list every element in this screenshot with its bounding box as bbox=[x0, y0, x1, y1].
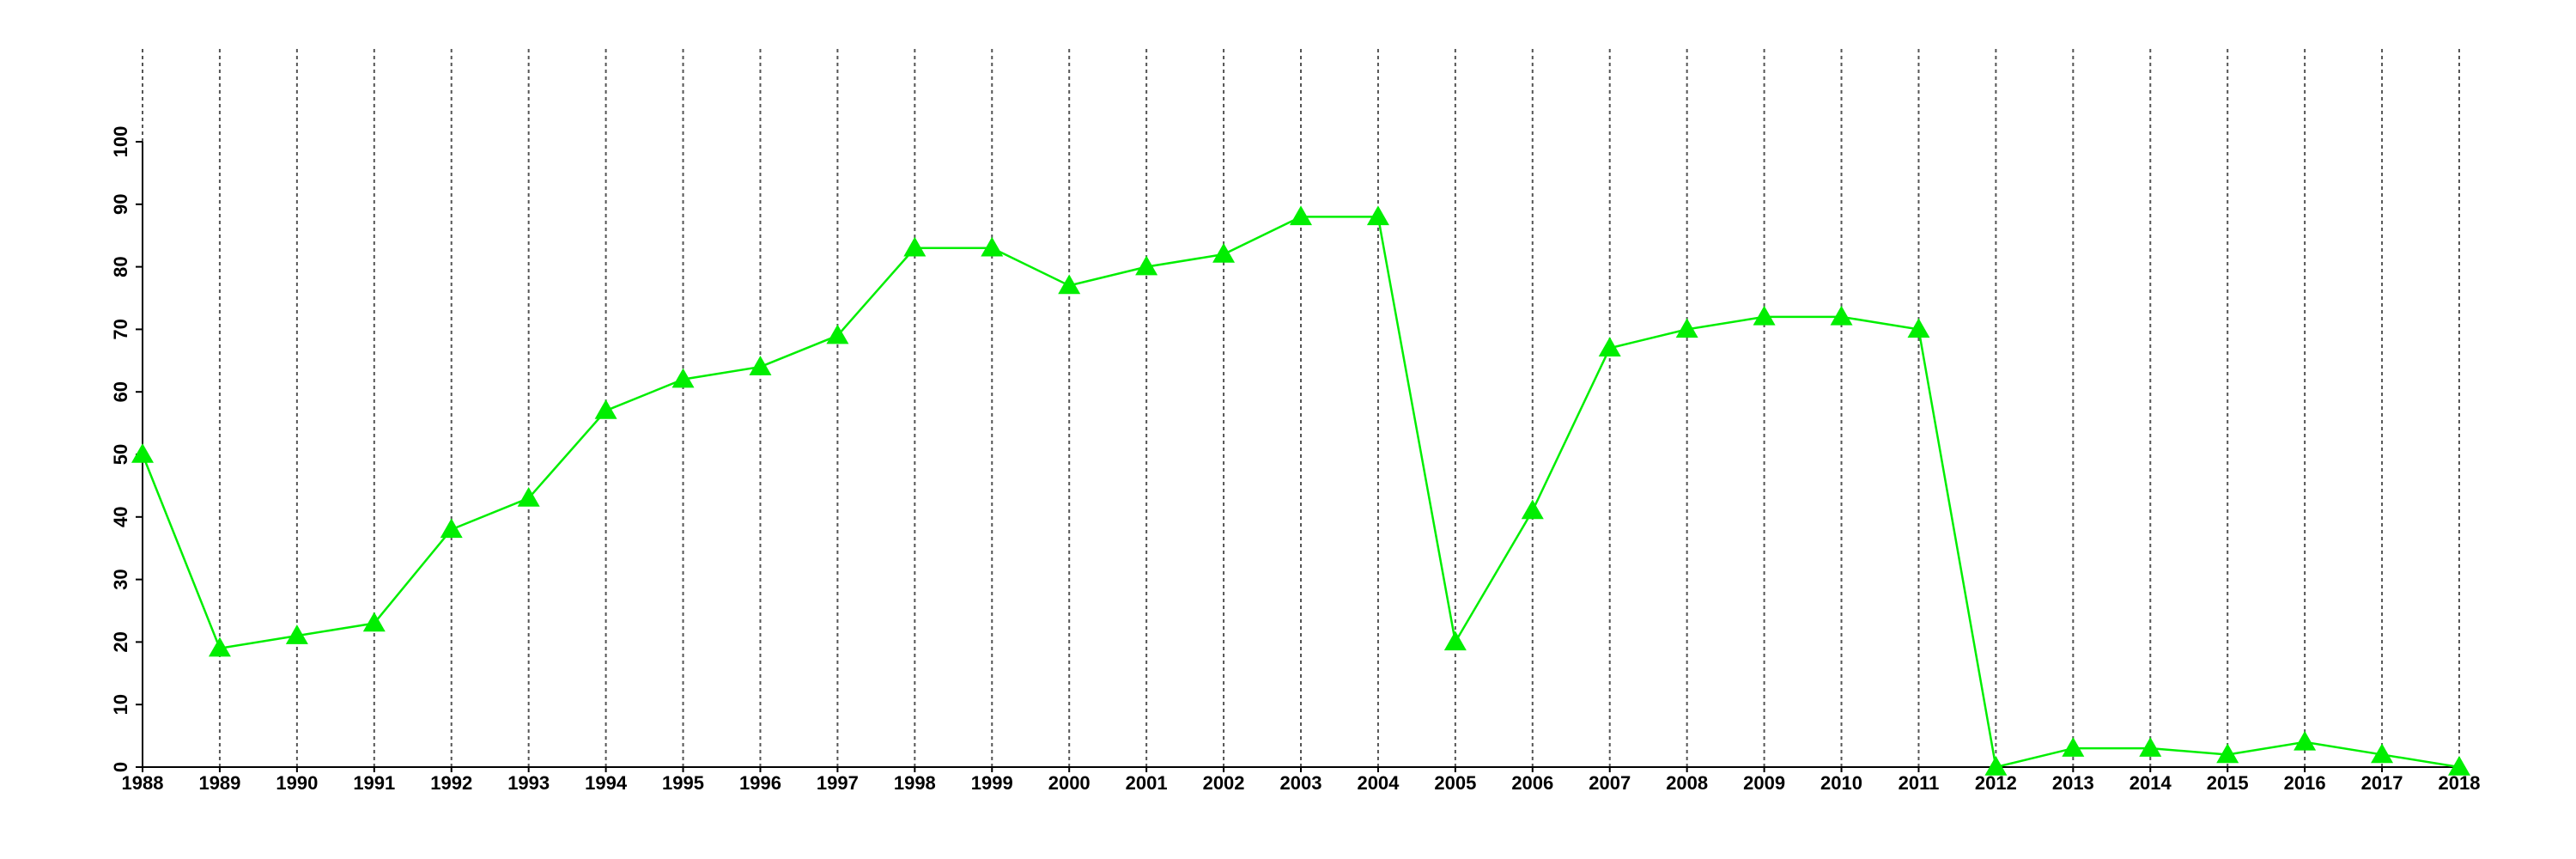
marker bbox=[131, 443, 154, 463]
marker bbox=[594, 399, 617, 419]
marker bbox=[1598, 337, 1621, 356]
x-tick-label: 2005 bbox=[1434, 772, 1476, 794]
x-tick-label: 2015 bbox=[2207, 772, 2249, 794]
marker bbox=[2139, 737, 2162, 757]
x-tick-label: 1989 bbox=[198, 772, 240, 794]
marker bbox=[2371, 743, 2394, 764]
x-tick-label: 2000 bbox=[1048, 772, 1091, 794]
x-tick-label: 2010 bbox=[1820, 772, 1862, 794]
marker bbox=[2216, 743, 2239, 764]
x-tick-label: 1994 bbox=[585, 772, 628, 794]
x-tick-label: 2011 bbox=[1899, 772, 1940, 794]
marker bbox=[981, 236, 1004, 257]
x-tick-label: 2013 bbox=[2052, 772, 2094, 794]
marker bbox=[285, 624, 308, 644]
marker bbox=[1366, 205, 1389, 226]
marker bbox=[362, 612, 386, 632]
y-tick-label: 20 bbox=[110, 631, 131, 652]
x-tick-label: 2009 bbox=[1743, 772, 1785, 794]
y-tick-label: 80 bbox=[110, 256, 131, 277]
y-tick-label: 30 bbox=[110, 569, 131, 589]
x-tick-label: 1998 bbox=[894, 772, 936, 794]
x-tick-label: 1992 bbox=[430, 772, 472, 794]
y-tick-label: 100 bbox=[110, 126, 131, 158]
marker bbox=[1984, 756, 2008, 776]
marker bbox=[903, 236, 927, 257]
marker bbox=[1753, 305, 1776, 326]
x-tick-label: 1990 bbox=[276, 772, 318, 794]
x-tick-label: 2017 bbox=[2361, 772, 2403, 794]
x-tick-label: 2006 bbox=[1511, 772, 1553, 794]
marker bbox=[1907, 318, 1930, 338]
x-tick-label: 2007 bbox=[1589, 772, 1631, 794]
marker bbox=[671, 368, 695, 388]
marker bbox=[1058, 274, 1081, 295]
marker bbox=[1830, 305, 1853, 326]
marker bbox=[2293, 730, 2317, 751]
y-tick-label: 0 bbox=[110, 762, 131, 772]
x-tick-label: 2016 bbox=[2284, 772, 2326, 794]
x-tick-label: 2008 bbox=[1666, 772, 1708, 794]
marker bbox=[2448, 756, 2470, 776]
x-tick-label: 2014 bbox=[2129, 772, 2172, 794]
x-tick-label: 2012 bbox=[1975, 772, 2017, 794]
marker bbox=[517, 486, 540, 507]
x-tick-label: 2003 bbox=[1280, 772, 1322, 794]
x-tick-label: 1995 bbox=[662, 772, 704, 794]
x-tick-label: 1999 bbox=[971, 772, 1013, 794]
x-tick-label: 1993 bbox=[507, 772, 550, 794]
y-tick-label: 10 bbox=[110, 694, 131, 715]
y-tick-label: 40 bbox=[110, 507, 131, 527]
marker bbox=[1290, 205, 1312, 226]
y-tick-label: 50 bbox=[110, 444, 131, 465]
x-tick-label: 1996 bbox=[739, 772, 781, 794]
x-tick-label: 2018 bbox=[2439, 772, 2481, 794]
marker bbox=[826, 324, 849, 344]
x-tick-label: 2004 bbox=[1357, 772, 1400, 794]
marker bbox=[208, 637, 231, 657]
marker bbox=[1521, 499, 1544, 520]
marker bbox=[1675, 318, 1698, 338]
marker bbox=[1135, 255, 1158, 276]
marker bbox=[2062, 737, 2085, 757]
marker bbox=[440, 518, 463, 539]
y-tick-label: 70 bbox=[110, 319, 131, 339]
marker bbox=[1443, 631, 1467, 651]
x-tick-label: 1991 bbox=[353, 772, 395, 794]
y-tick-label: 60 bbox=[110, 381, 131, 402]
x-tick-label: 1997 bbox=[817, 772, 859, 794]
x-tick-label: 2001 bbox=[1126, 772, 1168, 794]
marker bbox=[1212, 243, 1236, 263]
x-tick-label: 2002 bbox=[1203, 772, 1245, 794]
marker bbox=[749, 356, 772, 375]
x-tick-label: 1988 bbox=[122, 772, 164, 794]
y-tick-label: 90 bbox=[110, 194, 131, 215]
